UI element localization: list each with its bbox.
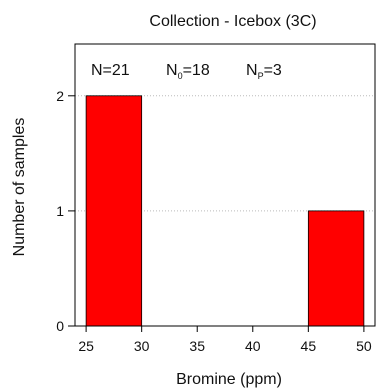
y-tick-label-2: 2 [56,88,64,104]
y-axis-label: Number of samples [11,118,28,257]
x-axis-label: Bromine (ppm) [176,371,282,388]
annotation-np: NP=3 [246,62,282,81]
bars [85,95,365,327]
y-axis: 0 1 2 [56,88,75,334]
plot-frame [74,43,376,327]
x-axis: 25 30 35 40 45 50 [78,326,372,354]
y-tick-label-0: 0 [56,318,64,334]
annotation-n0: N0=18 [166,62,210,81]
x-tick-label-40: 40 [245,338,261,354]
bar-45-50 [307,210,365,327]
x-tick-label-45: 45 [301,338,317,354]
y-tick-label-1: 1 [56,203,64,219]
x-tick-label-50: 50 [356,338,372,354]
x-tick-label-25: 25 [78,338,94,354]
chart-title: Collection - Icebox (3C) [149,13,316,30]
bar-25-30 [85,95,143,327]
x-tick-label-35: 35 [189,338,205,354]
annotation-n: N=21 [91,62,130,79]
x-tick-label-30: 30 [134,338,150,354]
